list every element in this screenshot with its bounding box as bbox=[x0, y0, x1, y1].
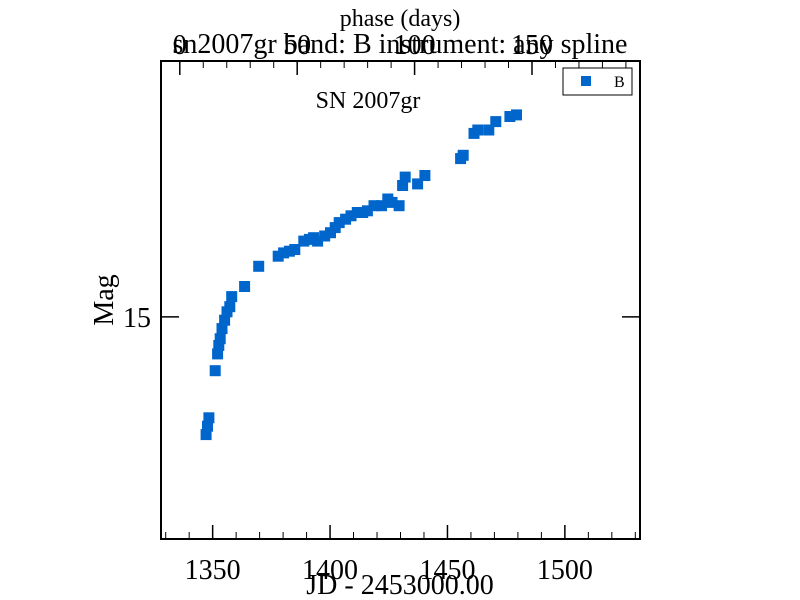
data-point bbox=[224, 301, 236, 313]
x-axis-label: JD - 2453000.00 bbox=[306, 570, 493, 600]
legend-box bbox=[562, 67, 633, 96]
top-tick-label: 100 bbox=[394, 30, 436, 61]
top-tick-label: 150 bbox=[511, 30, 553, 61]
data-point bbox=[200, 429, 212, 441]
data-point bbox=[399, 171, 411, 183]
chart-title: sn2007gr band: B instrument: any spline bbox=[173, 29, 628, 60]
data-point bbox=[472, 124, 484, 136]
data-point bbox=[226, 291, 238, 303]
data-point bbox=[312, 235, 324, 247]
data-point bbox=[209, 365, 221, 377]
data-point bbox=[213, 339, 225, 351]
legend-marker-b bbox=[581, 76, 591, 86]
data-point bbox=[214, 333, 226, 345]
data-point bbox=[216, 323, 228, 335]
data-point bbox=[298, 235, 310, 247]
data-point bbox=[376, 200, 387, 212]
data-point bbox=[511, 109, 522, 121]
data-point bbox=[219, 314, 231, 326]
x-axis-ticks: 1350 1400 1450 1500 bbox=[165, 525, 636, 586]
top-axis-label: phase (days) bbox=[340, 6, 461, 32]
x-tick-label: 1500 bbox=[537, 555, 593, 586]
data-point bbox=[278, 247, 290, 259]
data-point bbox=[386, 196, 398, 208]
data-point bbox=[412, 178, 424, 190]
x-tick-label: 1400 bbox=[302, 555, 358, 586]
data-point bbox=[361, 205, 373, 217]
data-point bbox=[504, 111, 516, 122]
legend-label-b: B bbox=[614, 74, 625, 91]
data-point bbox=[419, 170, 431, 181]
top-tick-label: 50 bbox=[283, 30, 311, 61]
data-point bbox=[368, 200, 380, 212]
top-axis-ticks: 0 50 100 150 bbox=[173, 30, 627, 75]
data-point bbox=[202, 420, 213, 432]
data-point bbox=[490, 116, 502, 128]
data-point bbox=[212, 348, 224, 360]
annotation-label: SN 2007gr bbox=[316, 88, 421, 114]
legend: B bbox=[562, 67, 633, 96]
data-point bbox=[253, 260, 265, 272]
data-point bbox=[203, 412, 215, 424]
top-tick-label: 0 bbox=[173, 30, 187, 61]
data-point bbox=[239, 281, 251, 292]
x-tick-label: 1450 bbox=[419, 555, 475, 586]
data-point bbox=[333, 217, 345, 229]
data-point bbox=[289, 244, 301, 255]
data-point bbox=[319, 230, 331, 242]
data-point bbox=[393, 200, 405, 212]
x-tick-label: 1350 bbox=[185, 555, 241, 586]
y-tick-label: 15 bbox=[123, 303, 151, 334]
data-point bbox=[483, 124, 495, 136]
y-axis-ticks: 15 bbox=[123, 303, 640, 334]
data-point bbox=[345, 210, 357, 222]
y-axis-label: Mag bbox=[89, 274, 120, 325]
data-point bbox=[397, 180, 409, 191]
data-point bbox=[457, 149, 469, 161]
